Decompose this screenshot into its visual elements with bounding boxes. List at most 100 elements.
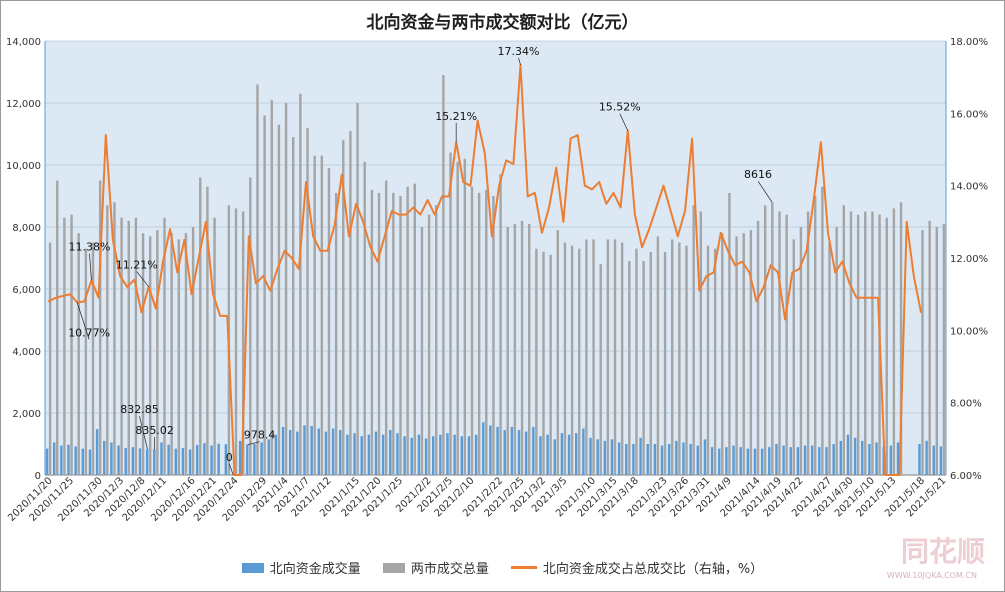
bar-total [899, 202, 903, 475]
bar-total [942, 223, 946, 475]
chart-title: 北向资金与两市成交额对比（亿元） [366, 13, 639, 33]
bar-total [599, 264, 602, 475]
legend-item-total: 两市成交总量 [382, 558, 489, 577]
bar-total [742, 233, 745, 475]
bar-total [392, 192, 395, 475]
north-data-label: 0 [226, 451, 233, 464]
y-right-tick-label: 18.00% [950, 37, 988, 48]
north-data-label: 832.85 [120, 403, 159, 416]
ratio-point [584, 184, 586, 187]
bar-total [370, 189, 374, 476]
bar-north [825, 447, 828, 475]
bar-north [510, 426, 514, 475]
bar-north [846, 434, 850, 475]
ratio-point [62, 295, 64, 297]
ratio-point [884, 474, 887, 476]
bar-total [292, 137, 295, 475]
ratio-point [469, 184, 472, 187]
bar-north [424, 438, 428, 475]
ratio-point [512, 163, 515, 165]
ratio-point [283, 249, 286, 252]
bar-total [763, 205, 767, 476]
bar-total [628, 261, 631, 475]
ratio-point [727, 249, 729, 252]
bar-total [470, 186, 474, 475]
bar-total [127, 220, 130, 475]
bar-north [253, 444, 256, 475]
bar-total [320, 155, 324, 475]
ratio-data-label-leader [136, 271, 149, 287]
ratio-point [462, 181, 465, 183]
bar-north [331, 428, 335, 475]
bar-total [84, 248, 88, 475]
ratio-point [905, 221, 908, 223]
bar-north [174, 448, 177, 475]
bar-north [560, 433, 564, 475]
bar-total [98, 180, 102, 475]
bar-north [482, 422, 485, 475]
bar-total [477, 192, 481, 475]
bar-total [771, 202, 774, 475]
y-left-tick-label: 4,000 [12, 347, 41, 358]
ratio-point [648, 228, 651, 230]
ratio-point [612, 192, 615, 194]
ratio-point [705, 275, 708, 277]
ratio-data-label: 15.21% [435, 110, 477, 123]
watermark-url: WWW.10JQKA.COM.CN [886, 571, 977, 580]
bar-total [356, 103, 359, 475]
bar-total [921, 230, 924, 475]
legend-item-ratio: 北向资金成交占总成交比（右轴，%） [510, 558, 764, 577]
legend-item-north: 北向资金成交量 [241, 558, 361, 577]
bar-total [313, 155, 316, 475]
bar-north [889, 445, 893, 475]
ratio-point [155, 307, 157, 310]
bar-north [474, 434, 478, 475]
bar-north [52, 442, 56, 475]
ratio-point [712, 271, 715, 274]
bar-total [184, 233, 188, 475]
bar-north [110, 442, 113, 475]
ratio-point [448, 195, 450, 198]
bar-total [620, 242, 624, 475]
bar-north [95, 429, 99, 475]
bar-total [120, 217, 123, 475]
bar-north [503, 430, 506, 475]
ratio-point [491, 235, 493, 238]
legend-label-ratio: 北向资金成交占总成交比（右轴，%） [542, 562, 764, 577]
bar-total [91, 242, 95, 475]
ratio-point [140, 311, 143, 314]
ratio-point [855, 296, 858, 299]
bar-north [918, 444, 921, 475]
bar-north [296, 431, 299, 475]
bar-north [238, 440, 242, 475]
bar-total [234, 208, 238, 475]
bar-total [678, 242, 681, 475]
bar-total [206, 186, 209, 475]
legend-swatch-ratio [510, 566, 537, 569]
ratio-point [269, 289, 272, 292]
bar-total [842, 205, 846, 476]
bar-north [553, 439, 556, 475]
ratio-point [290, 257, 293, 259]
ratio-point [197, 257, 200, 259]
bar-total [756, 220, 760, 475]
bar-total [399, 196, 402, 475]
legend-label-north: 北向资金成交量 [269, 562, 361, 577]
bar-total [342, 140, 345, 475]
bar-north [896, 442, 900, 475]
bar-north [117, 445, 120, 475]
bar-total [134, 217, 138, 475]
ratio-point [677, 235, 679, 238]
bar-total [613, 239, 617, 475]
bar-total [456, 161, 459, 475]
bar-north [188, 449, 192, 475]
bar-north [725, 447, 728, 475]
bar-north [317, 428, 321, 475]
bar-total [635, 248, 638, 475]
ratio-point [255, 282, 257, 285]
bar-north [103, 440, 106, 475]
bar-north [131, 447, 135, 475]
bar-total [706, 245, 710, 475]
bar-north [575, 433, 578, 475]
ratio-point [433, 213, 436, 216]
